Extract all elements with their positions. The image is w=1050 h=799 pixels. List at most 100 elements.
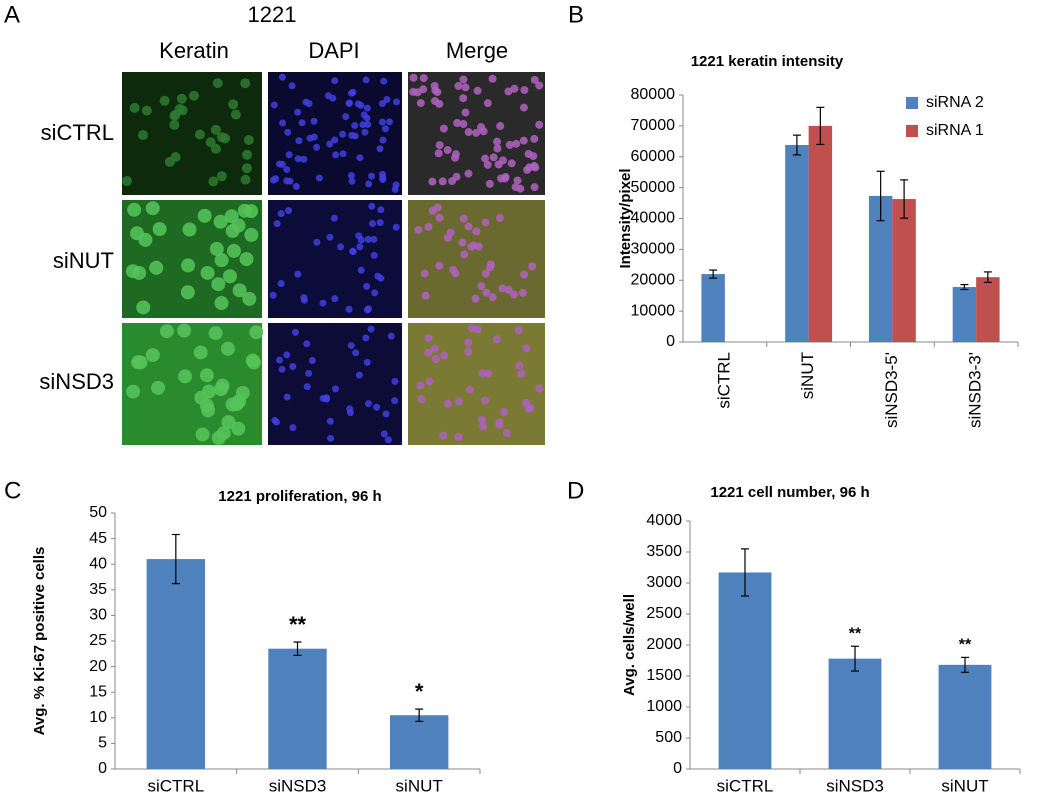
cell <box>409 73 418 82</box>
cell <box>530 183 539 192</box>
cell <box>228 99 239 110</box>
cell <box>136 300 151 315</box>
y-axis-label: Intensity/pixel <box>617 168 634 268</box>
cell <box>298 119 306 127</box>
cell <box>522 344 531 353</box>
cell <box>371 289 379 297</box>
cell <box>419 85 428 94</box>
x-tick-label: siCTRL <box>717 776 774 795</box>
bar <box>868 195 893 342</box>
cell <box>283 393 291 401</box>
cell <box>483 160 492 169</box>
legend-swatch <box>906 125 918 137</box>
cell <box>510 84 519 93</box>
cell <box>141 105 152 116</box>
y-tick-label: 1500 <box>646 667 682 684</box>
cell <box>230 109 241 120</box>
cell <box>220 341 235 356</box>
cell <box>331 295 339 303</box>
cell <box>277 279 285 287</box>
y-tick-label: 500 <box>655 729 682 746</box>
bar <box>389 715 449 769</box>
cell <box>138 232 153 247</box>
panel-letter: A <box>4 1 20 28</box>
cell <box>391 377 399 385</box>
cell <box>330 214 338 222</box>
significance-label: ** <box>849 625 862 642</box>
cell <box>472 227 481 236</box>
cell <box>342 113 350 121</box>
cell <box>460 250 469 259</box>
cell <box>481 154 490 163</box>
cell <box>384 436 392 444</box>
cell <box>178 369 193 384</box>
cell <box>159 95 170 106</box>
cell <box>194 129 205 140</box>
cell <box>176 93 187 104</box>
cell <box>377 206 385 214</box>
cell <box>199 368 214 383</box>
y-tick-label: 60000 <box>631 148 676 165</box>
cell <box>313 143 321 151</box>
cell <box>461 108 470 117</box>
cell <box>458 238 467 247</box>
cell <box>362 76 370 84</box>
cell <box>285 151 293 159</box>
cell <box>205 137 216 148</box>
cell <box>505 140 514 149</box>
y-tick-label: 45 <box>89 530 107 547</box>
y-tick-label: 10 <box>89 709 107 726</box>
x-tick-label: siNUT <box>798 352 817 399</box>
cell <box>356 154 364 162</box>
cell <box>493 137 502 146</box>
row-label: siNUT <box>53 248 114 273</box>
cell <box>313 238 321 246</box>
cell <box>159 324 174 339</box>
y-tick-label: 35 <box>89 581 107 598</box>
cell <box>464 169 473 178</box>
cell <box>357 266 365 274</box>
cell <box>145 201 160 216</box>
cell <box>485 179 494 188</box>
cell <box>363 306 371 314</box>
cell <box>380 430 388 438</box>
cell <box>246 355 261 370</box>
cell <box>181 258 196 273</box>
cell <box>319 394 327 402</box>
panel-letter: B <box>568 1 584 28</box>
cell <box>376 145 384 153</box>
cell <box>484 369 493 378</box>
cell <box>468 324 477 333</box>
cell <box>481 396 490 405</box>
cell <box>387 332 395 340</box>
significance-label: ** <box>289 612 307 637</box>
cell <box>370 235 378 243</box>
cell <box>526 403 535 412</box>
cell <box>453 118 462 127</box>
cell <box>530 134 539 143</box>
cell <box>464 347 473 356</box>
cell <box>431 86 440 95</box>
cell <box>451 153 460 162</box>
cell <box>507 159 516 168</box>
cell <box>137 129 148 140</box>
cell <box>464 128 473 137</box>
x-tick-label: siNSD3-5' <box>882 352 901 428</box>
cell <box>349 247 357 255</box>
cell <box>488 74 497 83</box>
cell <box>363 282 371 290</box>
cell <box>464 338 473 347</box>
y-tick-label: 25 <box>89 632 107 649</box>
cell <box>127 202 142 217</box>
cell <box>215 378 230 393</box>
cell <box>352 349 360 357</box>
row-label: siNSD3 <box>39 369 114 394</box>
cell <box>315 174 323 182</box>
y-axis-label: Avg. cells/well <box>621 594 638 696</box>
cell <box>151 380 166 395</box>
cell <box>294 270 302 278</box>
y-tick-label: 5 <box>98 735 107 752</box>
cell <box>380 77 388 85</box>
cell <box>535 81 544 90</box>
